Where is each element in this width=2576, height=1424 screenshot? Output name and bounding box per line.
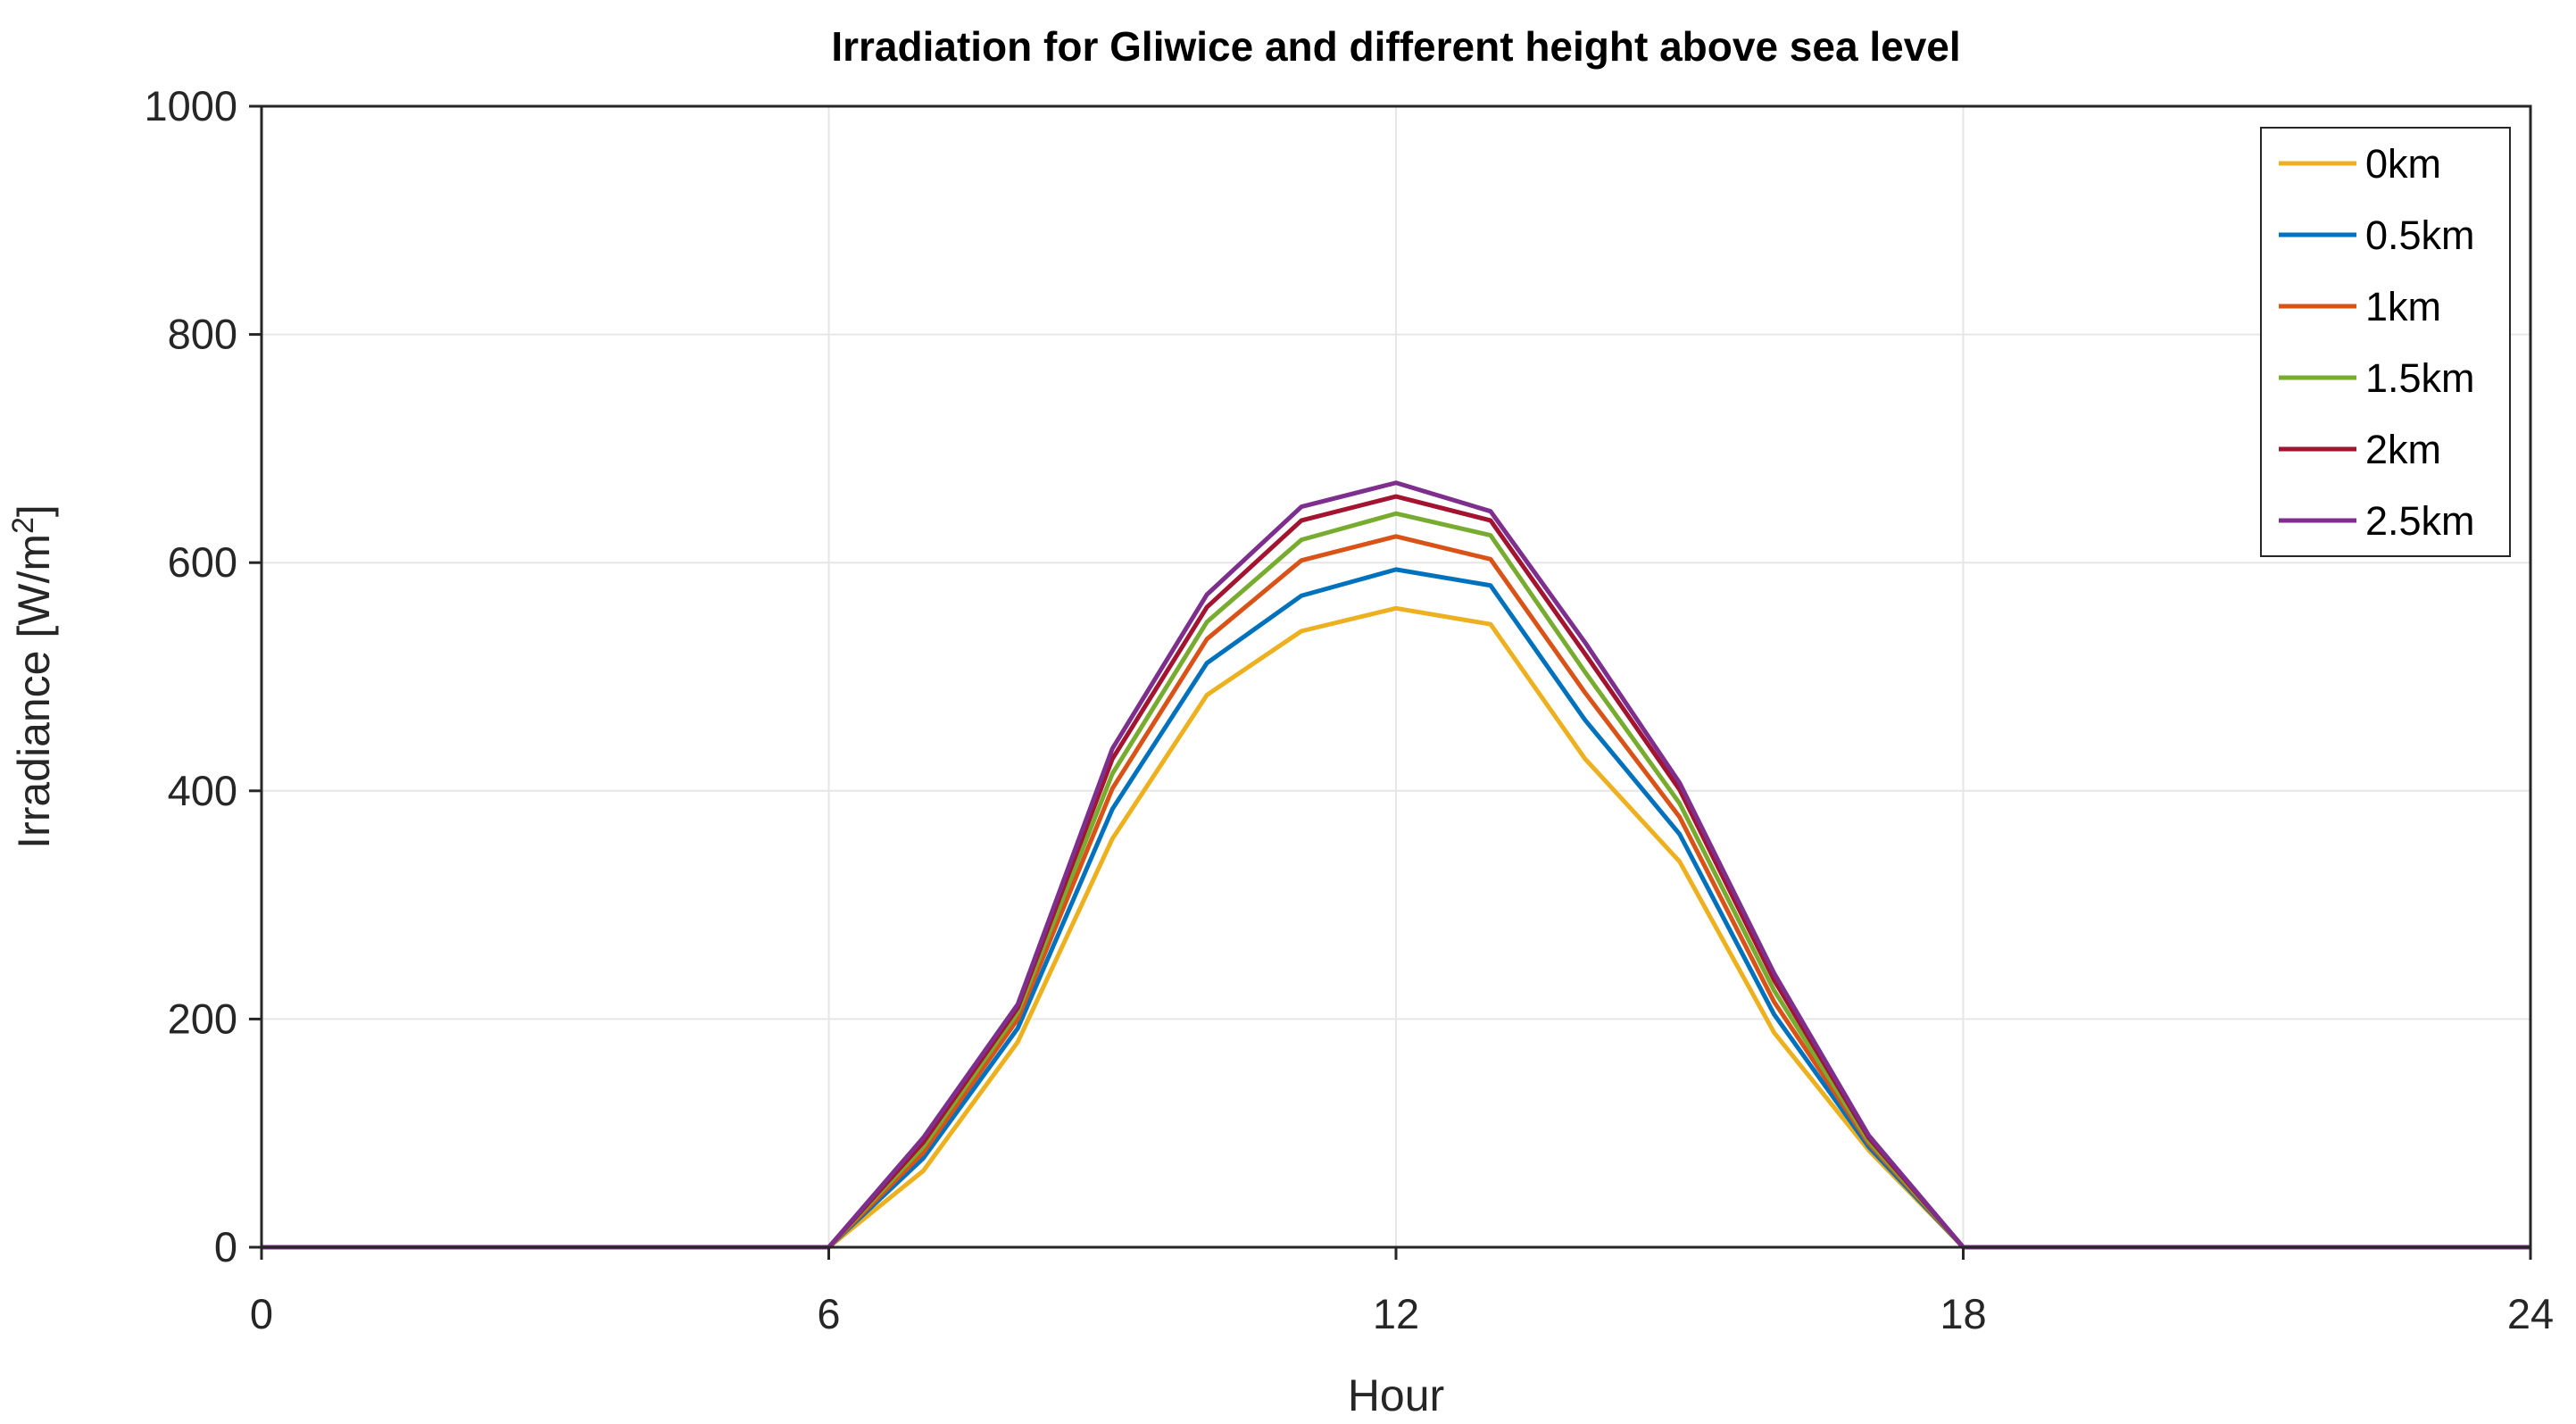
y-tick-label: 200 [168,995,237,1042]
axis-ticks [249,104,2532,1260]
legend-label-2km: 2km [2365,427,2441,472]
x-tick-labels: 0 6 12 18 24 [250,1290,2554,1337]
x-tick-label: 12 [1373,1290,1419,1337]
legend-label-0km: 0km [2365,141,2441,187]
legend-box [2260,127,2511,557]
y-tick-label: 600 [168,538,237,586]
x-tick-label: 0 [250,1290,273,1337]
grid-lines [262,106,2530,1247]
legend-label-1.5km: 1.5km [2365,355,2475,401]
y-tick-label: 0 [214,1223,237,1270]
y-tick-labels: 0 200 400 600 800 1000 [144,82,237,1270]
x-axis-label: Hour [1348,1370,1444,1420]
legend-label-0.5km: 0.5km [2365,212,2475,258]
legend-label-2.5km: 2.5km [2365,498,2475,544]
x-tick-label: 6 [817,1290,840,1337]
legend: 0km 0.5km 1km 1.5km 2km 2.5km [2260,127,2511,557]
y-tick-label: 400 [168,767,237,814]
x-tick-label: 24 [2507,1290,2554,1337]
y-tick-label: 800 [168,311,237,358]
legend-label-1km: 1km [2365,284,2441,329]
y-axis-label: Irradiance [W/m2] [6,504,59,849]
y-tick-label: 1000 [144,82,237,129]
chart-title: Irradiation for Gliwice and different he… [831,23,1960,70]
x-tick-label: 18 [1940,1290,1986,1337]
